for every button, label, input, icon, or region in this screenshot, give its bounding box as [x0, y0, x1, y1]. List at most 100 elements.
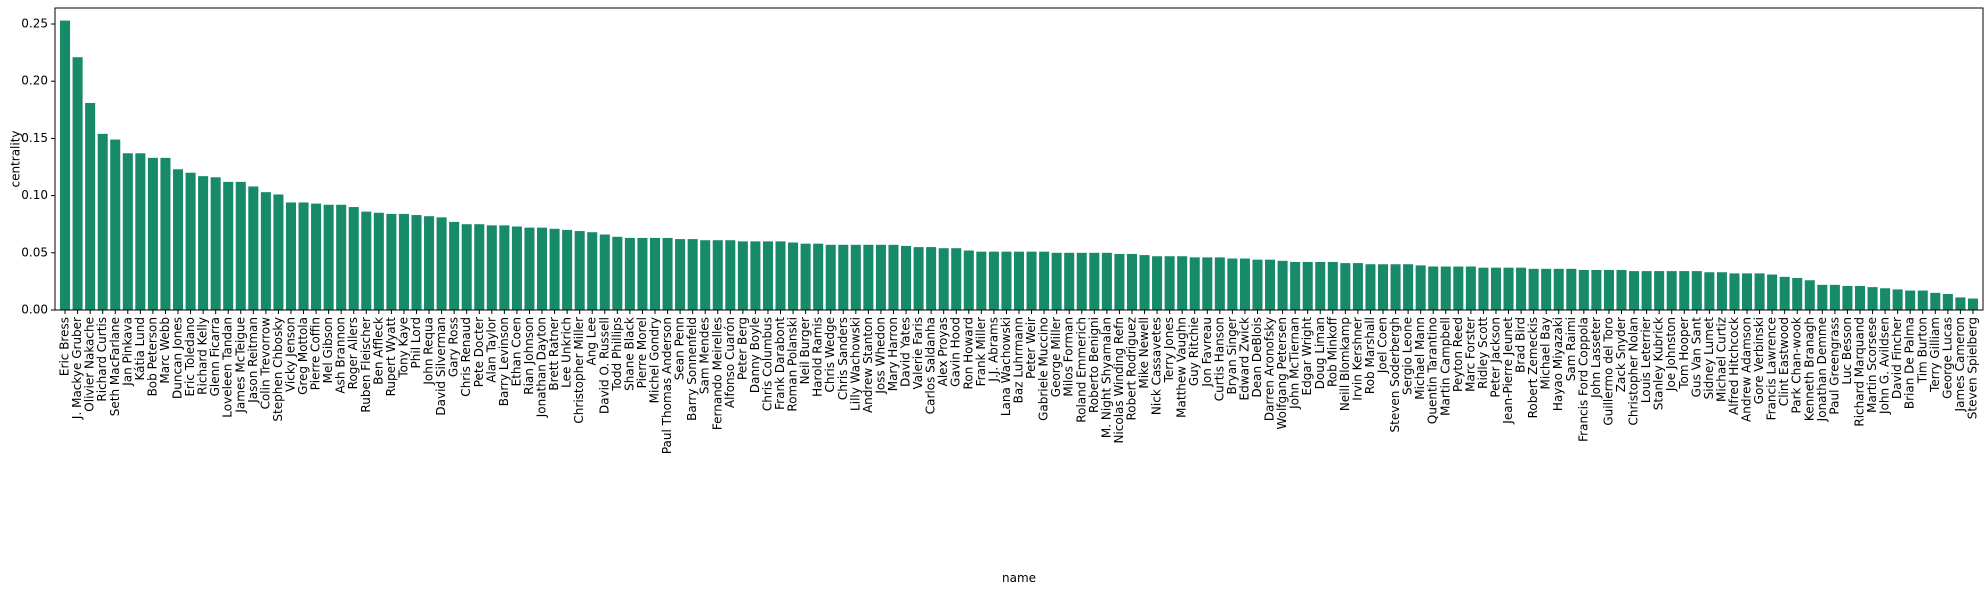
x-tick-label: J. Mackye Gruber — [70, 317, 84, 420]
x-tick-label: John G. Avildsen — [1878, 317, 1892, 415]
bar — [386, 213, 397, 310]
bar — [913, 247, 924, 310]
x-tick-label: Edward Zwick — [1237, 317, 1251, 400]
x-tick-label: Ruben Fleischer — [359, 317, 373, 413]
x-tick-label: Francis Lawrence — [1765, 317, 1779, 420]
bar — [361, 211, 372, 310]
x-tick-label: Mary Harron — [886, 317, 900, 391]
bar — [285, 202, 296, 310]
bar — [172, 169, 184, 310]
x-tick-label: Chris Sanders — [836, 317, 850, 400]
bar — [1315, 261, 1326, 310]
bar — [926, 247, 937, 310]
bar — [474, 224, 485, 310]
x-tick-label: Tony Kaye — [396, 317, 410, 379]
x-tick-label: Michael Mann — [1413, 317, 1427, 400]
x-tick-label: Greg Mottola — [296, 317, 310, 395]
bar — [1001, 251, 1012, 310]
bar — [725, 240, 736, 310]
x-tick-label: Sergio Leone — [1401, 317, 1415, 395]
bar — [1340, 263, 1351, 310]
bar — [712, 240, 723, 310]
x-tick-label: Richard Kelly — [196, 317, 210, 395]
x-tick-label: David Silverman — [434, 317, 448, 416]
bar — [1917, 290, 1928, 310]
bar — [825, 244, 836, 310]
x-tick-label: Joe Johnston — [1664, 317, 1678, 392]
x-tick-label: Jason Reitman — [246, 317, 260, 404]
x-tick-label: Ang Lee — [585, 317, 599, 366]
x-tick-label: Eric Bress — [58, 317, 72, 376]
bar — [988, 251, 999, 310]
x-tick-label: Nick Cassavetes — [1150, 317, 1164, 415]
x-tick-label: John Requa — [422, 317, 436, 386]
y-tick-label: 0.05 — [21, 245, 48, 259]
x-tick-label: Peter Berg — [735, 317, 749, 380]
bar — [248, 186, 259, 310]
bar — [1942, 293, 1953, 310]
bar — [1792, 277, 1803, 310]
x-tick-label: Marc Webb — [158, 317, 172, 384]
x-tick-label: Duncan Jones — [171, 317, 185, 399]
bar — [1779, 276, 1790, 310]
bar — [675, 239, 686, 310]
bar — [624, 237, 635, 310]
bar — [1641, 271, 1652, 310]
x-tick-label: John McTiernan — [1288, 317, 1302, 410]
bar — [1754, 273, 1765, 310]
bar — [1089, 252, 1100, 310]
bar — [486, 225, 497, 310]
bar — [524, 227, 535, 310]
bar — [1541, 268, 1552, 310]
x-tick-label: Joss Whedon — [873, 317, 887, 395]
x-tick-label: Christopher Nolan — [1627, 317, 1641, 426]
x-tick-label: Gore Verbinski — [1752, 317, 1766, 404]
x-tick-label: Peyton Reed — [1451, 317, 1465, 392]
x-tick-label: Robert Rodriguez — [1124, 317, 1138, 421]
x-tick-label: Gary Ross — [447, 317, 461, 377]
x-tick-label: Roger Allers — [346, 317, 360, 389]
bar — [1390, 264, 1401, 310]
x-tick-label: Rupert Wyatt — [384, 317, 398, 397]
x-tick-label: Chris Wedge — [823, 317, 837, 392]
x-tick-label: Louis Leterrier — [1639, 317, 1653, 403]
x-tick-label: Kátia Lund — [133, 317, 147, 381]
bar — [737, 241, 748, 310]
x-tick-label: Barry Sonnenfeld — [685, 317, 699, 421]
bar — [85, 102, 96, 311]
bar — [863, 244, 874, 310]
bar — [587, 232, 598, 310]
x-tick-label: Wolfgang Petersen — [1275, 317, 1289, 430]
x-tick-label: Fernando Meirelles — [710, 317, 724, 430]
x-tick-label: Sean Penn — [673, 317, 687, 380]
bar — [599, 234, 610, 310]
bar — [411, 215, 422, 310]
bar — [1654, 271, 1665, 310]
bar — [336, 204, 347, 310]
x-tick-label: Jonathan Demme — [1815, 317, 1829, 422]
x-tick-label: Phil Lord — [409, 317, 423, 368]
x-tick-label: Rian Johnson — [522, 317, 536, 395]
x-tick-label: Gus Van Sant — [1689, 317, 1703, 398]
bar — [185, 172, 196, 310]
x-tick-label: Milos Forman — [1062, 317, 1076, 397]
x-tick-label: Pete Docter — [472, 317, 486, 387]
bar — [662, 237, 673, 310]
x-tick-label: Guy Ritchie — [1187, 317, 1201, 386]
x-tick-label: Kenneth Branagh — [1802, 317, 1816, 421]
bar — [762, 241, 773, 310]
bar — [1026, 251, 1037, 310]
bar — [1817, 284, 1828, 310]
x-tick-label: Pierre Coffin — [309, 317, 323, 390]
x-tick-label: Steven Spielberg — [1965, 317, 1979, 419]
x-tick-label: Jonathan Dayton — [535, 317, 549, 418]
x-tick-label: Bryan Singer — [1225, 317, 1239, 395]
bar — [72, 57, 83, 310]
bar — [110, 139, 121, 310]
x-tick-label: Barry Levinson — [497, 317, 511, 406]
x-tick-label: Clint Eastwood — [1777, 317, 1791, 406]
bar — [1302, 261, 1313, 310]
x-tick-label: Glenn Ficarra — [208, 317, 222, 396]
bar — [1227, 258, 1238, 310]
